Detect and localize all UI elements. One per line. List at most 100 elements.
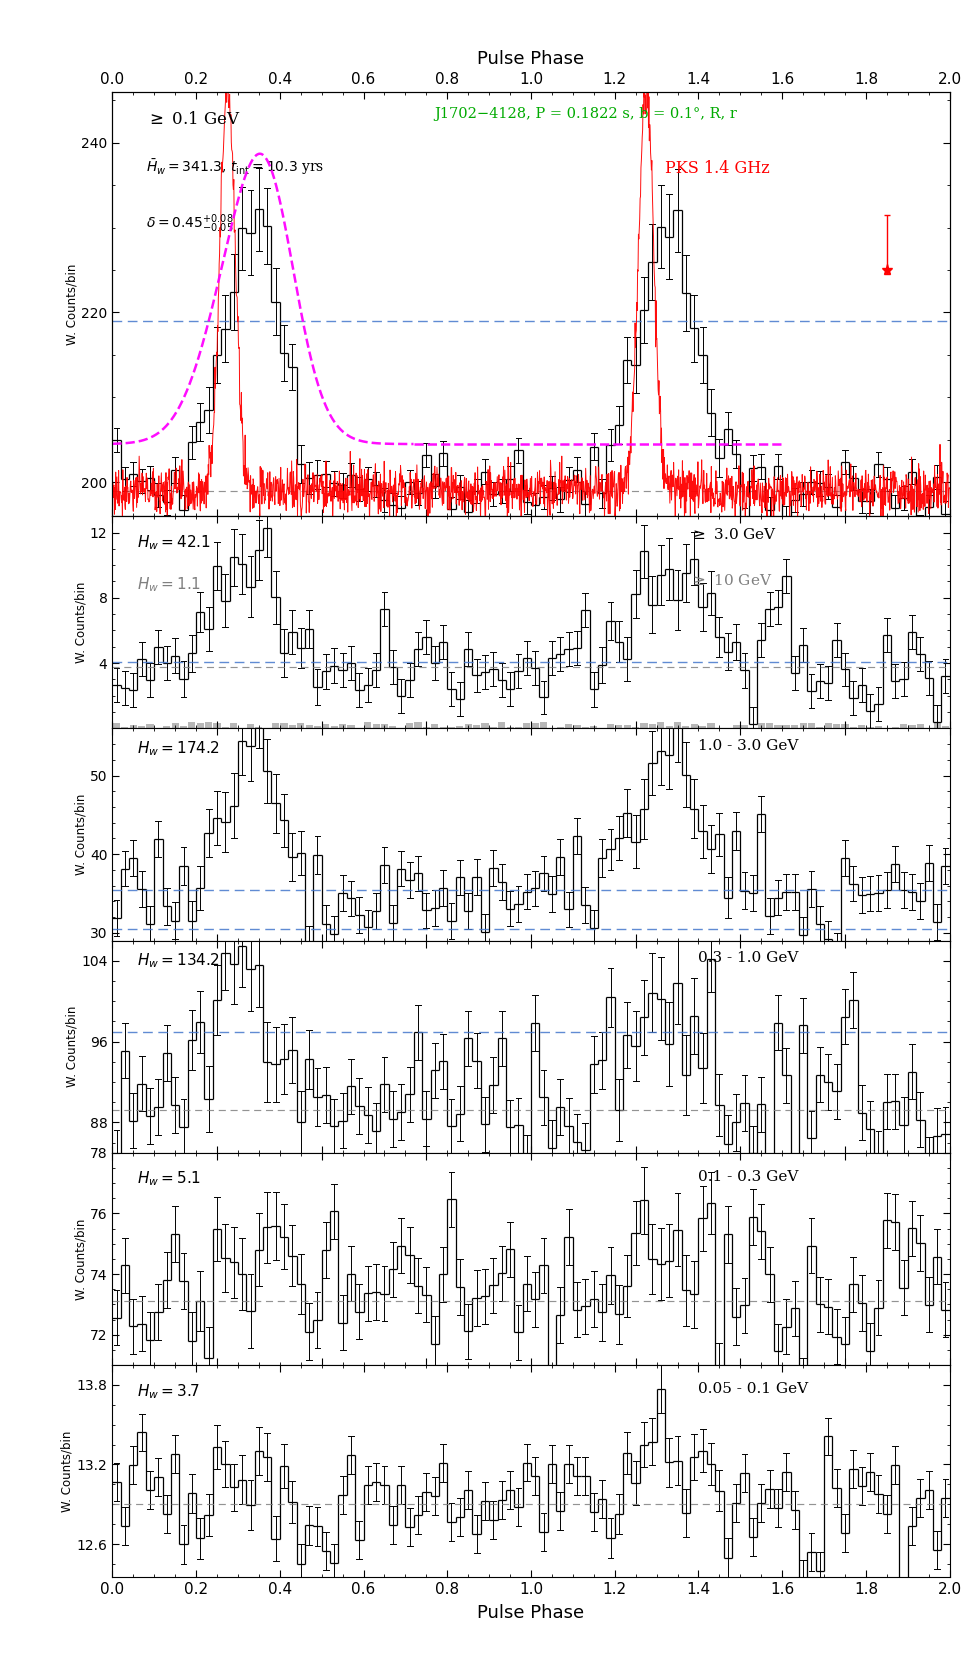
Bar bbox=[113, 723, 120, 728]
Bar bbox=[297, 723, 304, 728]
Bar bbox=[364, 723, 371, 728]
Bar bbox=[766, 723, 773, 728]
Bar bbox=[607, 724, 615, 728]
Bar bbox=[482, 723, 488, 728]
Bar bbox=[841, 724, 849, 728]
Bar bbox=[850, 726, 857, 728]
Bar bbox=[934, 723, 941, 728]
Bar bbox=[456, 726, 463, 728]
Bar bbox=[909, 726, 915, 728]
Bar bbox=[205, 723, 212, 728]
Bar bbox=[280, 723, 287, 728]
Bar bbox=[783, 724, 790, 728]
Bar bbox=[916, 724, 924, 728]
Bar bbox=[330, 726, 338, 728]
Bar bbox=[565, 724, 573, 728]
Bar bbox=[196, 723, 204, 728]
Text: $H_w = 42.1$: $H_w = 42.1$ bbox=[138, 532, 211, 552]
Bar bbox=[649, 724, 656, 728]
Bar bbox=[180, 726, 187, 728]
Bar bbox=[674, 723, 681, 728]
Bar bbox=[406, 723, 413, 728]
Y-axis label: W. Counts/bin: W. Counts/bin bbox=[74, 581, 87, 663]
Bar bbox=[289, 726, 296, 728]
Y-axis label: W. Counts/bin: W. Counts/bin bbox=[61, 1430, 74, 1512]
Bar bbox=[172, 723, 179, 728]
Bar bbox=[389, 726, 397, 728]
Bar bbox=[658, 723, 664, 728]
Text: $H_w = 5.1$: $H_w = 5.1$ bbox=[138, 1170, 201, 1188]
Bar bbox=[231, 723, 237, 728]
Bar bbox=[531, 723, 538, 728]
Bar bbox=[348, 724, 355, 728]
Bar bbox=[858, 724, 866, 728]
Y-axis label: W. Counts/bin: W. Counts/bin bbox=[65, 264, 78, 345]
Bar bbox=[322, 724, 329, 728]
X-axis label: Pulse Phase: Pulse Phase bbox=[478, 50, 584, 68]
Text: $H_w = 3.7$: $H_w = 3.7$ bbox=[138, 1382, 200, 1400]
Bar bbox=[775, 726, 782, 728]
Bar bbox=[306, 724, 313, 728]
Bar bbox=[616, 724, 622, 728]
Bar bbox=[741, 726, 748, 728]
Text: 0.05 - 0.1 GeV: 0.05 - 0.1 GeV bbox=[699, 1382, 809, 1395]
Bar bbox=[473, 726, 480, 728]
Bar bbox=[825, 723, 831, 728]
Bar bbox=[700, 726, 706, 728]
Bar bbox=[733, 726, 740, 728]
Bar bbox=[799, 723, 807, 728]
Y-axis label: W. Counts/bin: W. Counts/bin bbox=[65, 1006, 78, 1088]
Bar bbox=[465, 724, 472, 728]
Bar bbox=[758, 723, 765, 728]
Bar bbox=[431, 724, 439, 728]
Bar bbox=[641, 723, 648, 728]
X-axis label: Pulse Phase: Pulse Phase bbox=[478, 1604, 584, 1622]
Bar bbox=[808, 723, 815, 728]
Bar bbox=[222, 726, 229, 728]
Bar bbox=[900, 724, 908, 728]
Bar bbox=[833, 724, 840, 728]
Text: J1702−4128, P = 0.1822 s, b = 0.1°, R, r: J1702−4128, P = 0.1822 s, b = 0.1°, R, r bbox=[435, 107, 738, 120]
Bar bbox=[665, 726, 673, 728]
Bar bbox=[791, 724, 798, 728]
Bar bbox=[163, 726, 170, 728]
Text: 0.3 - 1.0 GeV: 0.3 - 1.0 GeV bbox=[699, 951, 799, 965]
Bar bbox=[372, 724, 380, 728]
Bar bbox=[875, 726, 882, 728]
Bar bbox=[272, 723, 279, 728]
Bar bbox=[623, 724, 631, 728]
Bar bbox=[130, 724, 137, 728]
Y-axis label: W. Counts/bin: W. Counts/bin bbox=[74, 794, 87, 875]
Bar bbox=[339, 724, 346, 728]
Bar bbox=[540, 723, 547, 728]
Bar bbox=[414, 723, 421, 728]
Bar bbox=[524, 723, 531, 728]
Bar bbox=[632, 726, 639, 728]
Bar bbox=[573, 726, 580, 728]
Bar bbox=[691, 724, 698, 728]
Text: $H_w = 1.1$: $H_w = 1.1$ bbox=[138, 576, 201, 594]
Text: $\delta = 0.45^{+0.08}_{-0.05}$: $\delta = 0.45^{+0.08}_{-0.05}$ bbox=[146, 212, 234, 235]
Text: PKS 1.4 GHz: PKS 1.4 GHz bbox=[665, 160, 770, 177]
Text: 0.1 - 0.3 GeV: 0.1 - 0.3 GeV bbox=[699, 1170, 799, 1183]
Bar bbox=[213, 723, 221, 728]
Bar bbox=[189, 723, 195, 728]
Y-axis label: W. Counts/bin: W. Counts/bin bbox=[74, 1218, 87, 1300]
Text: $\bar{H}_w = 341.3$, $t_{\rm int} = 10.3$ yrs: $\bar{H}_w = 341.3$, $t_{\rm int} = 10.3… bbox=[146, 157, 324, 177]
Text: $H_w = 134.2$: $H_w = 134.2$ bbox=[138, 951, 220, 970]
Text: $\geq$ 3.0 GeV: $\geq$ 3.0 GeV bbox=[690, 527, 777, 542]
Bar bbox=[498, 723, 505, 728]
Text: 1.0 - 3.0 GeV: 1.0 - 3.0 GeV bbox=[699, 739, 799, 753]
Bar bbox=[506, 726, 514, 728]
Bar bbox=[423, 726, 430, 728]
Bar bbox=[314, 726, 321, 728]
Bar bbox=[707, 723, 714, 728]
Bar bbox=[590, 726, 597, 728]
Bar bbox=[942, 726, 949, 728]
Bar bbox=[247, 724, 254, 728]
Bar bbox=[682, 726, 690, 728]
Text: $\geq$ 0.1 GeV: $\geq$ 0.1 GeV bbox=[146, 110, 240, 129]
Bar bbox=[138, 726, 146, 728]
Text: $\geq$ 10 GeV: $\geq$ 10 GeV bbox=[690, 574, 773, 589]
Text: $H_w = 174.2$: $H_w = 174.2$ bbox=[138, 739, 220, 758]
